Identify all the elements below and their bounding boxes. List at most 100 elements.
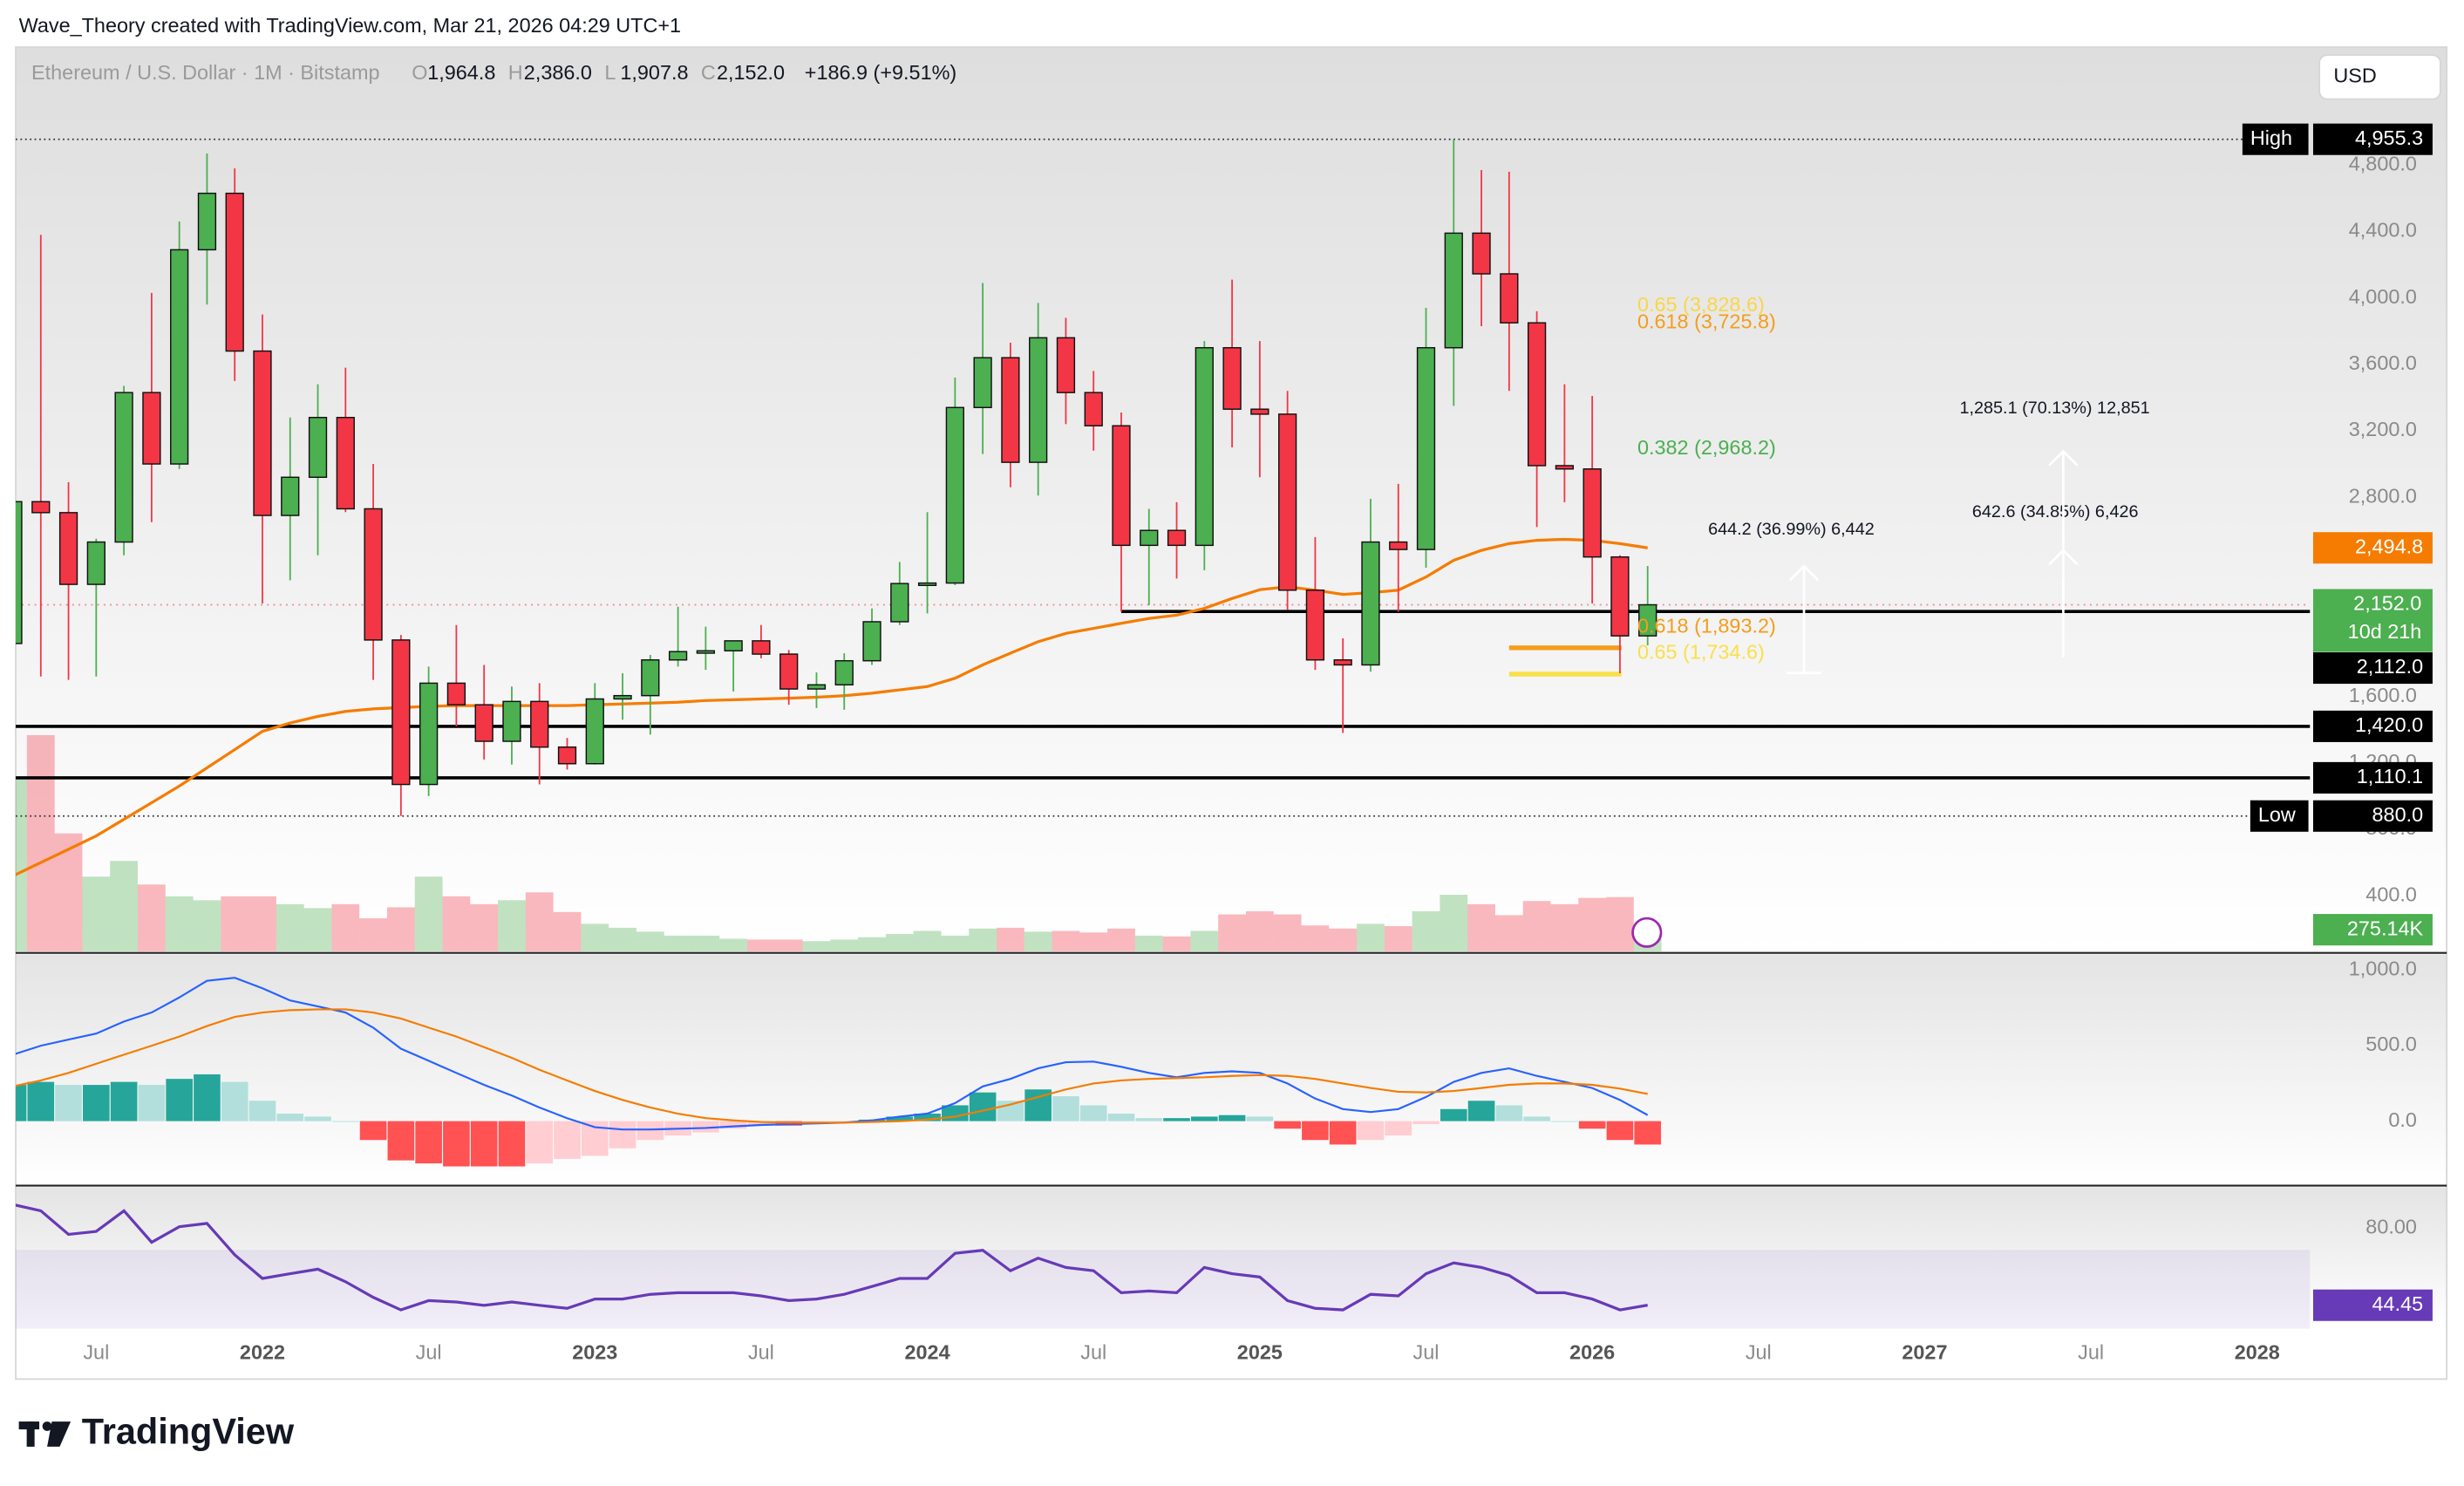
candle-body (1056, 337, 1076, 393)
macd-histogram (1218, 1114, 1246, 1121)
macd-histogram (1052, 1096, 1079, 1121)
x-tick-label: 2026 (1569, 1341, 1615, 1364)
candle-body (917, 582, 937, 586)
macd-histogram (1440, 1108, 1467, 1121)
volume-bar (719, 938, 748, 951)
macd-histogram (1107, 1113, 1135, 1121)
candle-body (1222, 347, 1242, 410)
candle-body (142, 392, 161, 465)
candle-body (419, 682, 439, 786)
macd-histogram (55, 1085, 82, 1121)
candle-body (696, 650, 716, 654)
last-price-box (2312, 589, 2433, 652)
candle-body (1305, 590, 1325, 661)
macd-histogram (1302, 1121, 1329, 1141)
candle-body (613, 694, 632, 700)
ohlc-key: O (412, 61, 427, 84)
ohlc-value: 1,907.8 (620, 61, 688, 84)
volume-bar (303, 908, 332, 951)
macd-histogram (470, 1121, 498, 1167)
frame (15, 46, 2448, 1380)
volume-bar (1190, 930, 1219, 951)
candle-body (1278, 413, 1297, 591)
candle-body (973, 357, 992, 409)
candle-body (1361, 541, 1380, 666)
y-tick-label: 4,800.0 (2349, 152, 2417, 174)
candle-body (530, 700, 549, 748)
candle-body (86, 541, 106, 585)
measure-label: 644.2 (36.99%) 6,442 (1708, 520, 1875, 539)
volume-bar (996, 927, 1024, 951)
currency[interactable]: USD (2333, 65, 2376, 87)
x-tick-label: Jul (1080, 1341, 1106, 1364)
candle-body (1029, 337, 1048, 463)
macd-histogram (1606, 1121, 1634, 1141)
macd-histogram (359, 1121, 387, 1141)
candle-body (114, 392, 133, 543)
macd-histogram (331, 1121, 359, 1122)
y-tick-label: 4,400.0 (2349, 219, 2417, 242)
ohlc-key: L (604, 61, 616, 84)
macd-histogram (1079, 1105, 1107, 1121)
volume-bar (1079, 932, 1108, 951)
x-tick-label: Jul (83, 1341, 109, 1364)
y-tick-label: 3,600.0 (2349, 351, 2417, 374)
candle-body (862, 621, 881, 662)
macd-histogram (221, 1081, 248, 1121)
volume-bar (359, 918, 387, 951)
x-tick-label: 2027 (1902, 1341, 1947, 1364)
arrow-head (2048, 449, 2079, 467)
candle-body (1389, 541, 1408, 550)
candle-body (253, 350, 272, 516)
candle-body (641, 659, 660, 697)
x-tick-label: 2022 (240, 1341, 285, 1364)
macd-histogram (1357, 1121, 1385, 1141)
volume-bar (1494, 915, 1523, 951)
candle-body (945, 406, 964, 584)
candle-body (502, 700, 521, 742)
candle-body (1112, 425, 1131, 547)
high-box (2242, 123, 2309, 155)
volume-bar (165, 896, 194, 951)
macd-histogram (1274, 1121, 1301, 1129)
currency-button[interactable] (2318, 54, 2441, 100)
y-tick-label: 3,200.0 (2349, 418, 2417, 440)
candle-body (834, 659, 854, 686)
fib-label: 0.382 (2,968.2) (1637, 436, 1776, 459)
candle-body (1472, 232, 1491, 275)
price-box (2312, 1289, 2433, 1321)
volume-bar (386, 907, 415, 951)
volume-bar (221, 896, 249, 951)
volume-bar (110, 861, 139, 951)
macd-histogram (1329, 1121, 1357, 1145)
volume-bar (1329, 928, 1358, 951)
volume-bar (1134, 935, 1163, 951)
macd-histogram (248, 1101, 276, 1121)
price-box-label: 880.0 (2372, 803, 2424, 826)
candle-body (807, 684, 827, 690)
candle-body (391, 639, 411, 786)
price-box (2312, 914, 2433, 946)
arrow-head (1788, 564, 1820, 582)
y-tick-label: 500.0 (2365, 1033, 2417, 1055)
countdown: 10d 21h (2348, 620, 2422, 643)
price-box (2312, 123, 2433, 155)
x-tick-label: Jul (416, 1341, 442, 1364)
macd-histogram (194, 1074, 221, 1121)
candle-body (16, 501, 23, 644)
macd-histogram (1551, 1121, 1578, 1122)
volume-bar (636, 931, 664, 951)
volume-bar (1467, 903, 1495, 951)
candle-body (474, 704, 493, 742)
macd-histogram (498, 1121, 526, 1167)
volume-bar (1024, 931, 1052, 951)
volume-bar (553, 911, 582, 951)
y-tick-label: 80.00 (2365, 1216, 2417, 1238)
volume-bar (1384, 926, 1412, 951)
y-tick-label: 4,000.0 (2349, 285, 2417, 308)
volume-bar (498, 900, 526, 951)
candle-body (1140, 529, 1159, 547)
volume-bar (1218, 914, 1246, 951)
fib-label: 0.65 (1,734.6) (1637, 641, 1765, 664)
